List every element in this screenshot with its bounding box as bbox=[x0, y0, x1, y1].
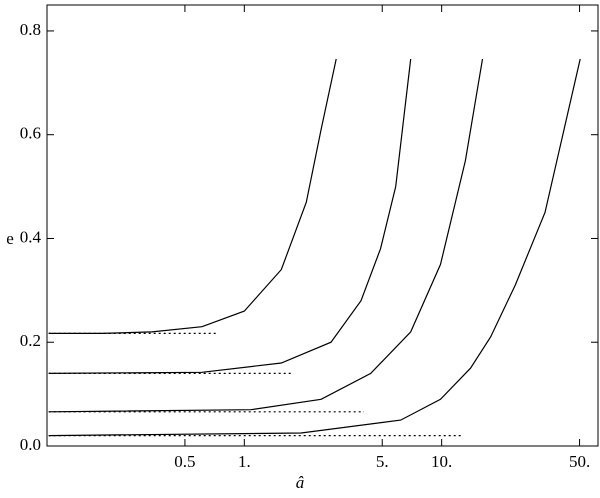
curve bbox=[48, 58, 484, 413]
curve bbox=[48, 58, 337, 334]
curve bbox=[48, 58, 581, 437]
y-tick-label: 0.2 bbox=[20, 331, 41, 350]
x-tick-label: 1. bbox=[238, 452, 251, 471]
y-tick-label: 0.0 bbox=[20, 435, 41, 454]
x-tick-label: 50. bbox=[569, 452, 590, 471]
y-tick-label: 0.4 bbox=[20, 227, 42, 246]
y-tick-label: 0.6 bbox=[20, 124, 41, 143]
plot-frame bbox=[46, 4, 599, 447]
x-tick-label: 0.5 bbox=[174, 452, 195, 471]
y-axis-label: e bbox=[6, 229, 14, 248]
y-tick-label: 0.8 bbox=[20, 20, 41, 39]
curve bbox=[48, 58, 412, 374]
x-axis-label: â bbox=[296, 473, 305, 492]
x-tick-label: 5. bbox=[376, 452, 389, 471]
x-tick-label: 10. bbox=[431, 452, 452, 471]
